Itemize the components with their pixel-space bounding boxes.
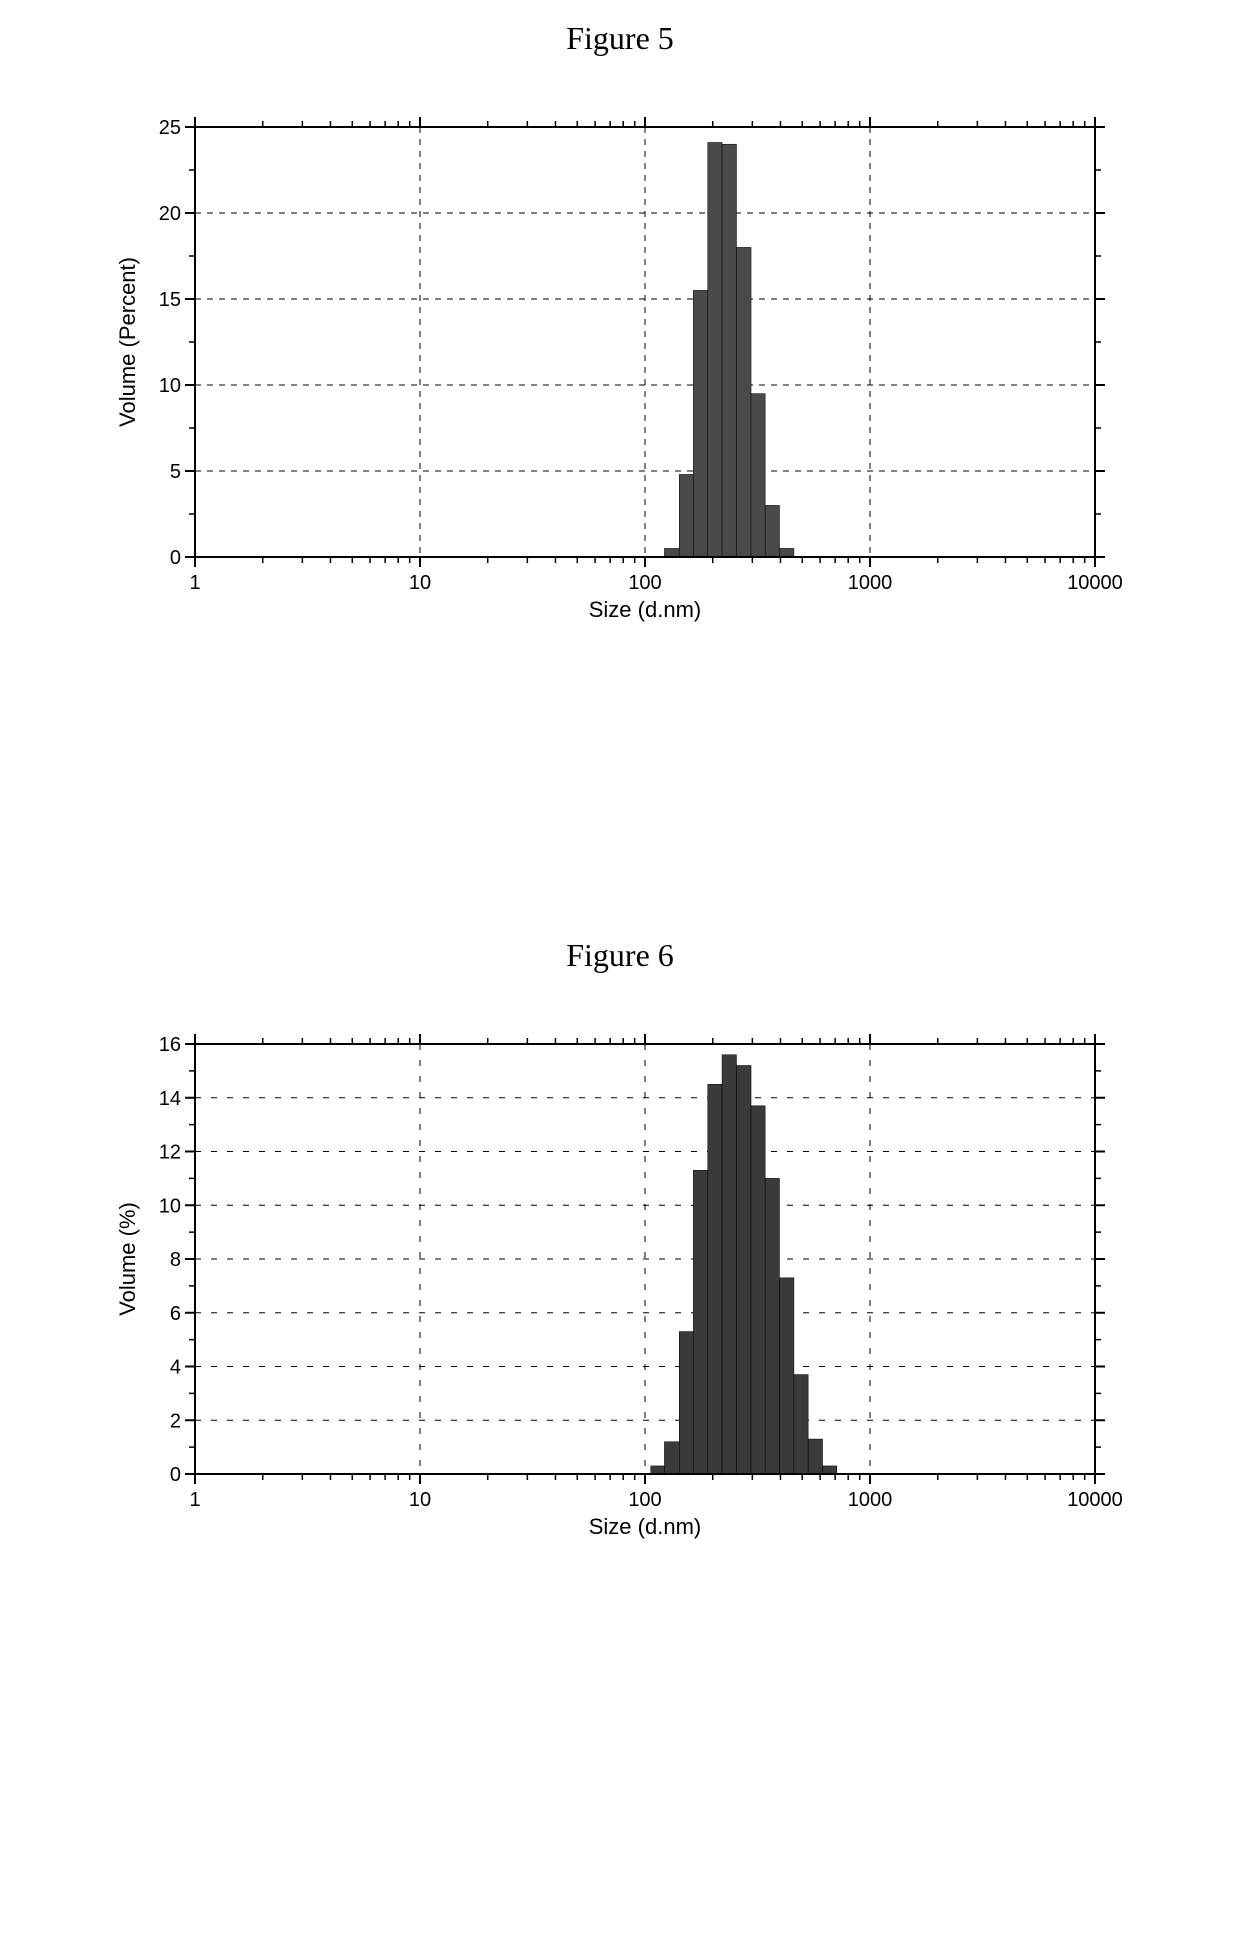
svg-text:10: 10 xyxy=(159,1195,181,1217)
svg-text:1000: 1000 xyxy=(848,1489,893,1511)
svg-text:Volume (%): Volume (%) xyxy=(115,1202,140,1316)
svg-text:0: 0 xyxy=(170,547,181,569)
svg-text:15: 15 xyxy=(159,289,181,311)
figure-5-title: Figure 5 xyxy=(0,20,1240,57)
svg-text:10000: 10000 xyxy=(1067,572,1123,594)
svg-text:100: 100 xyxy=(628,572,661,594)
svg-text:25: 25 xyxy=(159,117,181,139)
svg-text:1: 1 xyxy=(189,1489,200,1511)
svg-text:10: 10 xyxy=(409,1489,431,1511)
figure-6-chart: 0 2 4 6 8 10 12 14 16 1 10 100 1000 10000 Size (d.nm) V… xyxy=(95,1024,1145,1584)
figure-5-chart: 0 5 10 15 20 25 1 10 100 1000 10000 Size (d.nm) Volu… xyxy=(95,107,1145,667)
svg-text:6: 6 xyxy=(170,1303,181,1325)
svg-text:Size (d.nm): Size (d.nm) xyxy=(589,1514,701,1539)
svg-text:10: 10 xyxy=(409,572,431,594)
svg-text:14: 14 xyxy=(159,1088,181,1110)
svg-text:0: 0 xyxy=(170,1464,181,1486)
svg-text:Volume (Percent): Volume (Percent) xyxy=(115,257,140,427)
svg-text:100: 100 xyxy=(628,1489,661,1511)
svg-text:12: 12 xyxy=(159,1142,181,1164)
svg-text:Size (d.nm): Size (d.nm) xyxy=(589,597,701,622)
figure-6-svg: 0 2 4 6 8 10 12 14 16 1 10 100 1000 10000 Size (d.nm) V… xyxy=(95,1024,1145,1584)
svg-text:10: 10 xyxy=(159,375,181,397)
svg-text:4: 4 xyxy=(170,1357,181,1379)
svg-text:1: 1 xyxy=(189,572,200,594)
svg-text:10000: 10000 xyxy=(1067,1489,1123,1511)
svg-text:5: 5 xyxy=(170,461,181,483)
svg-text:1000: 1000 xyxy=(848,572,893,594)
figure-5-svg: 0 5 10 15 20 25 1 10 100 1000 10000 Size (d.nm) Volu… xyxy=(95,107,1145,667)
figure-6-title: Figure 6 xyxy=(0,937,1240,974)
svg-text:20: 20 xyxy=(159,203,181,225)
svg-text:8: 8 xyxy=(170,1249,181,1271)
svg-text:16: 16 xyxy=(159,1034,181,1056)
svg-text:2: 2 xyxy=(170,1410,181,1432)
